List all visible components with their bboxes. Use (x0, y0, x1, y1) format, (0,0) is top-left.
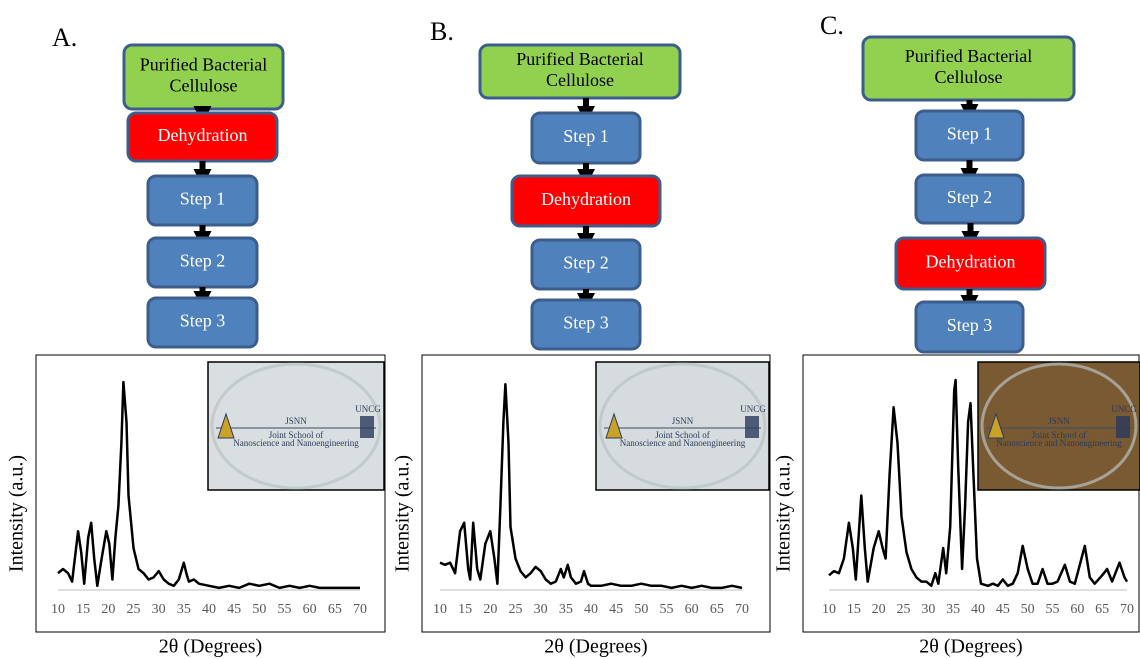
flow-node-label: Dehydration (541, 189, 631, 209)
x-tick-label: 55 (660, 602, 674, 617)
x-tick-label: 60 (303, 602, 317, 617)
x-tick-label: 60 (685, 602, 699, 617)
flow-node-label: Dehydration (926, 252, 1016, 272)
x-axis-label: 2θ (Degrees) (919, 636, 1022, 658)
flow-node-label: Step 2 (947, 187, 993, 207)
inset-subtitle: Nanoscience and Nanoengineering (620, 438, 746, 448)
x-tick-label: 25 (897, 602, 911, 617)
flow-node (146, 296, 259, 349)
inset-title: JSNN (672, 416, 694, 426)
xrd-line (828, 378, 1129, 588)
inset-emblem (1116, 416, 1130, 438)
panel-label: C. (820, 11, 844, 40)
inset-emblem (745, 416, 759, 438)
x-tick-label: 10 (433, 602, 447, 617)
panel-label: A. (52, 23, 77, 52)
x-tick-label: 15 (76, 602, 90, 617)
x-tick-label: 20 (101, 602, 115, 617)
x-tick-label: 50 (634, 602, 648, 617)
flow-node-label: Step 3 (180, 311, 226, 331)
flow-node-label: Step 1 (563, 126, 609, 146)
flow-node-label: Purified Bacterial (905, 46, 1032, 66)
x-tick-label: 30 (534, 602, 548, 617)
x-tick-label: 70 (353, 602, 367, 617)
x-tick-label: 45 (609, 602, 623, 617)
y-axis-label: Intensity (a.u.) (6, 455, 28, 572)
xrd-line (439, 382, 743, 590)
inset-emblem-left (605, 412, 623, 439)
x-tick-label: 50 (252, 602, 266, 617)
inset-logo: UNCG (355, 404, 381, 414)
x-tick-label: 55 (1046, 602, 1060, 617)
x-tick-label: 35 (559, 602, 573, 617)
x-tick-label: 30 (921, 602, 935, 617)
flow-node-label: Step 2 (180, 251, 226, 271)
flow-node (530, 298, 642, 351)
x-tick-label: 15 (847, 602, 861, 617)
inset-subtitle: Joint School of (269, 430, 324, 440)
x-tick-label: 10 (51, 602, 65, 617)
x-tick-label: 35 (177, 602, 191, 617)
flow-node-label: Cellulose (546, 70, 614, 90)
inset-subtitle: Joint School of (1032, 430, 1087, 440)
petri-dish (210, 362, 382, 490)
petri-dish (980, 362, 1138, 490)
inset-photo (977, 361, 1140, 491)
x-axis-label: 2θ (Degrees) (544, 636, 647, 658)
x-tick-label: 40 (202, 602, 216, 617)
x-tick-label: 70 (735, 602, 749, 617)
inset-logo: UNCG (740, 404, 766, 414)
flow-node-label: Dehydration (158, 125, 248, 145)
inset-subtitle: Nanoscience and Nanoengineering (996, 438, 1122, 448)
x-tick-label: 55 (278, 602, 292, 617)
x-tick-label: 20 (483, 602, 497, 617)
y-axis-label: Intensity (a.u.) (773, 455, 795, 572)
x-tick-label: 45 (996, 602, 1010, 617)
x-tick-label: 30 (152, 602, 166, 617)
inset-emblem-left (217, 412, 235, 439)
flow-node-label: Cellulose (170, 76, 238, 96)
x-tick-label: 25 (509, 602, 523, 617)
x-tick-label: 45 (227, 602, 241, 617)
petri-dish (598, 362, 767, 490)
flow-node-label: Step 2 (563, 253, 609, 273)
inset-title: JSNN (1048, 416, 1070, 426)
x-tick-label: 50 (1021, 602, 1035, 617)
flow-node-label: Step 3 (563, 313, 609, 333)
x-tick-label: 65 (328, 602, 342, 617)
xrd-line (57, 380, 360, 590)
flow-node-label: Step 3 (947, 315, 993, 335)
flow-node-label: Purified Bacterial (140, 55, 267, 75)
inset-emblem-left (987, 412, 1005, 439)
flow-node-label: Step 1 (180, 189, 226, 209)
x-tick-label: 20 (872, 602, 886, 617)
inset-title: JSNN (285, 416, 307, 426)
x-tick-label: 65 (1095, 602, 1109, 617)
x-tick-label: 25 (127, 602, 141, 617)
inset-subtitle: Joint School of (655, 430, 710, 440)
flow-node-label: Step 1 (947, 124, 993, 144)
x-tick-label: 10 (822, 602, 836, 617)
flow-node (914, 300, 1025, 354)
inset-photo (595, 361, 770, 491)
x-axis-label: 2θ (Degrees) (159, 636, 262, 658)
inset-photo (207, 361, 385, 491)
x-tick-label: 70 (1120, 602, 1134, 617)
x-tick-label: 15 (458, 602, 472, 617)
inset-subtitle: Nanoscience and Nanoengineering (233, 438, 359, 448)
x-tick-label: 40 (584, 602, 598, 617)
x-tick-label: 65 (710, 602, 724, 617)
flow-node (478, 43, 682, 100)
x-tick-label: 35 (946, 602, 960, 617)
inset-logo: UNCG (1111, 404, 1137, 414)
x-tick-label: 40 (971, 602, 985, 617)
inset-emblem (360, 416, 374, 438)
x-tick-label: 60 (1070, 602, 1084, 617)
flow-node-label: Cellulose (935, 67, 1003, 87)
y-axis-label: Intensity (a.u.) (392, 455, 414, 572)
panel-label: B. (430, 17, 454, 46)
flow-node-label: Purified Bacterial (516, 49, 643, 69)
